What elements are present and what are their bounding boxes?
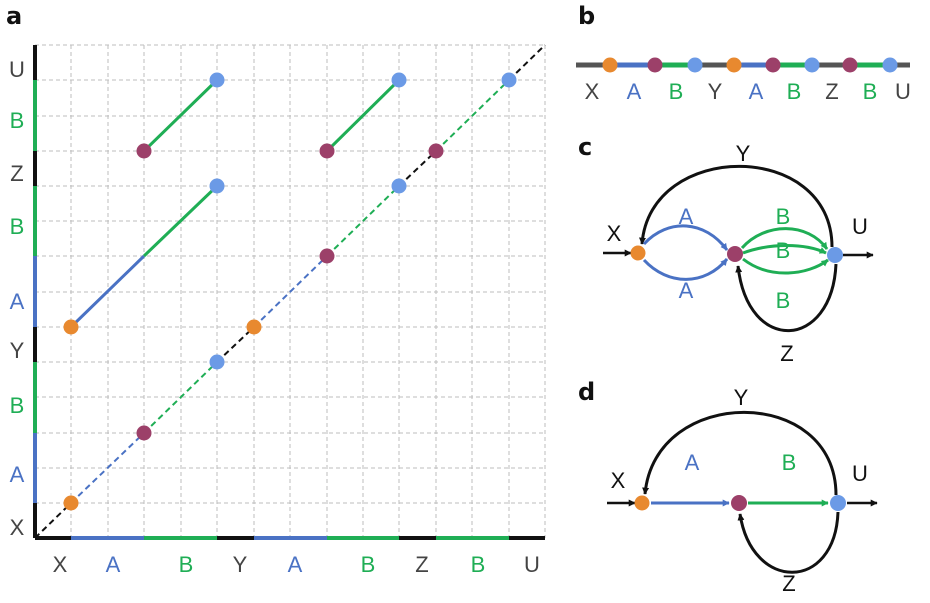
node-x: [602, 57, 618, 73]
edge-b: [740, 227, 829, 250]
node-blue: [209, 354, 225, 370]
edge-z: [735, 263, 838, 333]
y-axis-labels: X A B Y A B Z B U: [9, 57, 25, 540]
node-x: [630, 245, 646, 261]
y-label: Y: [10, 338, 25, 363]
seq-label: B: [787, 79, 802, 104]
seq-label: A: [749, 79, 764, 104]
edge-label-z: Z: [780, 341, 793, 366]
seq-label: X: [585, 79, 600, 104]
y-label: B: [10, 393, 25, 418]
edge-a: [642, 224, 729, 251]
seq-label: Z: [825, 79, 838, 104]
edge-label-a: A: [679, 204, 694, 229]
panel-d: d X U Y Z A B: [578, 378, 878, 596]
y-label: U: [9, 57, 25, 82]
edge-b: [742, 244, 827, 255]
edge-label-a: A: [679, 278, 694, 303]
node-blue: [827, 247, 843, 263]
node-label-x: X: [607, 221, 622, 246]
node-pink: [319, 248, 335, 264]
panel-b: b X A B Y A B: [576, 2, 911, 104]
x-label: B: [471, 552, 486, 577]
node-blue: [830, 495, 846, 511]
node-blue: [804, 57, 820, 73]
edge-label-z: Z: [782, 571, 795, 596]
node-pink: [731, 495, 747, 511]
y-label: A: [10, 462, 25, 487]
node-label-x: X: [611, 468, 626, 493]
x-axis-labels: X A B Y A B Z B U: [53, 552, 540, 577]
sequence-nodes: [602, 57, 898, 73]
panel-a-label: a: [6, 2, 22, 30]
node-pink: [428, 143, 444, 159]
repeat-lines: [69, 78, 401, 329]
node-blue: [391, 72, 407, 88]
edge-label-b: B: [776, 288, 791, 313]
node-x: [634, 495, 650, 511]
edge-z: [737, 511, 840, 574]
node-label-u: U: [852, 214, 868, 239]
seq-label: U: [895, 79, 911, 104]
x-label: B: [361, 552, 376, 577]
seq-label: A: [627, 79, 642, 104]
panel-a: a: [6, 2, 546, 577]
x-label: A: [106, 552, 121, 577]
node-blue: [391, 178, 407, 194]
node-blue: [501, 72, 517, 88]
node-pink: [136, 425, 152, 441]
x-label: X: [53, 552, 68, 577]
node-blue: [209, 72, 225, 88]
edge-a: [642, 258, 729, 281]
y-label: A: [10, 289, 25, 314]
panel-c: c X U Y Z A A B B B: [578, 133, 874, 366]
node-pink: [136, 143, 152, 159]
edge-label-b: B: [776, 238, 791, 263]
node-blue: [882, 57, 898, 73]
y-label: B: [10, 108, 25, 133]
node-x: [63, 319, 79, 335]
x-label: Z: [415, 552, 428, 577]
x-label: B: [179, 552, 194, 577]
dotplot-nodes: [63, 72, 517, 511]
panel-b-label: b: [578, 2, 595, 30]
node-x: [63, 495, 79, 511]
sequence-labels: X A B Y A B Z B U: [585, 79, 911, 104]
x-label: A: [288, 552, 303, 577]
node-label-u: U: [852, 461, 868, 486]
x-label: U: [524, 552, 540, 577]
node-pink: [765, 57, 781, 73]
node-pink: [319, 143, 335, 159]
seq-label: B: [669, 79, 684, 104]
panel-c-label: c: [578, 133, 592, 161]
edge-label-y: Y: [734, 385, 749, 410]
node-pink: [647, 57, 663, 73]
edge-y: [639, 164, 834, 248]
diagonal-dashed: [34, 44, 546, 539]
edge-label-a: A: [685, 450, 700, 475]
node-blue: [209, 178, 225, 194]
x-label: Y: [233, 552, 248, 577]
y-label: B: [10, 214, 25, 239]
node-blue: [687, 57, 703, 73]
panel-d-label: d: [578, 378, 595, 406]
seq-label: Y: [708, 79, 723, 104]
edge-y: [642, 411, 838, 496]
node-x: [726, 57, 742, 73]
edge-label-b: B: [782, 450, 797, 475]
y-label: Z: [10, 161, 23, 186]
node-pink: [842, 57, 858, 73]
edge-label-b: B: [776, 204, 791, 229]
node-x: [246, 319, 262, 335]
y-label: X: [10, 515, 25, 540]
seq-label: B: [863, 79, 878, 104]
node-pink: [727, 246, 743, 262]
edge-label-y: Y: [736, 141, 751, 166]
edge-b: [742, 257, 829, 275]
